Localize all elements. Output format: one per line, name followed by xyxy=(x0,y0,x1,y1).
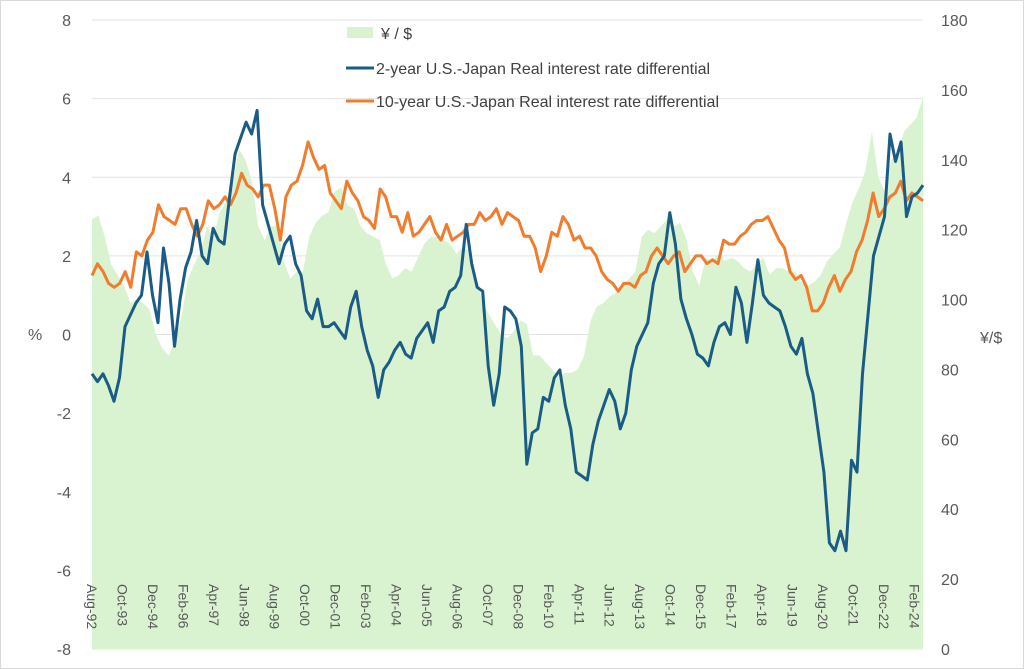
left-tick-label: -2 xyxy=(57,406,71,423)
x-tick-label: Feb-10 xyxy=(541,584,557,629)
legend-item-10-year: 10-year U.S.-Japan Real interest rate di… xyxy=(346,94,719,111)
x-tick-label: Dec-94 xyxy=(145,584,161,629)
x-tick-label: Jun-05 xyxy=(419,584,435,627)
right-axis-ticks: 180 160 140 120 100 80 60 40 20 0 xyxy=(941,13,968,659)
right-tick-label: 80 xyxy=(941,362,959,379)
x-tick-label: Oct-21 xyxy=(845,584,861,626)
x-tick-label: Dec-22 xyxy=(876,584,892,629)
right-tick-label: 120 xyxy=(941,223,968,240)
legend-label: ¥ / $ xyxy=(380,26,412,43)
x-tick-label: Aug-20 xyxy=(815,584,831,629)
x-axis-ticks: Aug-92 Oct-93 Dec-94 Feb-96 Apr-97 Jun-98 Aug-… xyxy=(84,584,922,629)
left-tick-label: 4 xyxy=(62,170,71,187)
x-tick-label: Jun-12 xyxy=(602,584,618,627)
x-tick-label: Dec-08 xyxy=(510,584,526,629)
line-series-10-year xyxy=(90,140,924,313)
legend-item-2-year: 2-year U.S.-Japan Real interest rate dif… xyxy=(346,61,710,78)
x-tick-label: Dec-01 xyxy=(328,584,344,629)
x-tick-label: Jun-98 xyxy=(236,584,252,627)
left-tick-label: 2 xyxy=(62,249,71,266)
right-tick-label: 160 xyxy=(941,83,968,100)
x-tick-label: Feb-96 xyxy=(175,584,191,629)
x-tick-label: Apr-11 xyxy=(571,584,587,625)
x-tick-label: Aug-13 xyxy=(632,584,648,629)
area-series-yen-dollar xyxy=(92,96,923,649)
legend-label: 10-year U.S.-Japan Real interest rate di… xyxy=(376,94,719,111)
left-axis-title: % xyxy=(28,327,42,344)
x-tick-label: Feb-17 xyxy=(724,584,740,629)
x-tick-label: Oct-14 xyxy=(663,584,679,626)
x-tick-label: Apr-04 xyxy=(389,584,405,626)
legend-label: 2-year U.S.-Japan Real interest rate dif… xyxy=(376,61,710,78)
left-tick-label: 6 xyxy=(62,92,71,109)
line-series-layer xyxy=(90,108,925,553)
x-tick-label: Apr-97 xyxy=(206,584,222,626)
left-tick-label: -6 xyxy=(57,563,71,580)
x-tick-label: Oct-07 xyxy=(480,584,496,626)
x-tick-label: Aug-92 xyxy=(84,584,100,629)
left-axis-ticks: 8 6 4 2 0 -2 -4 -6 -8 xyxy=(57,13,71,659)
x-tick-label: Aug-99 xyxy=(267,584,283,629)
x-tick-label: Aug-06 xyxy=(449,584,465,629)
x-tick-label: Feb-24 xyxy=(906,584,922,629)
left-tick-label: 0 xyxy=(62,328,71,345)
x-tick-label: Apr-18 xyxy=(754,584,770,626)
x-tick-label: Oct-00 xyxy=(297,584,313,626)
line-series-2-year xyxy=(90,108,925,553)
right-tick-label: 40 xyxy=(941,502,959,519)
right-axis-title: ¥/$ xyxy=(979,330,1002,347)
x-tick-label: Jun-19 xyxy=(784,584,800,627)
left-tick-label: 8 xyxy=(62,13,71,30)
right-tick-label: 100 xyxy=(941,293,968,310)
right-tick-label: 20 xyxy=(941,572,959,589)
legend-swatch-area xyxy=(347,27,373,38)
right-tick-label: 60 xyxy=(941,432,959,449)
x-tick-label: Oct-93 xyxy=(114,584,130,626)
legend: ¥ / $ 2-year U.S.-Japan Real interest ra… xyxy=(346,26,719,111)
right-tick-label: 140 xyxy=(941,153,968,170)
x-tick-label: Dec-15 xyxy=(693,584,709,629)
right-tick-label: 180 xyxy=(941,13,968,30)
area-series-layer xyxy=(92,96,923,649)
right-tick-label: 0 xyxy=(941,642,950,659)
x-tick-label: Feb-03 xyxy=(358,584,374,629)
left-tick-label: -4 xyxy=(57,485,71,502)
legend-item-yen-dollar: ¥ / $ xyxy=(347,26,412,43)
left-tick-label: -8 xyxy=(57,642,71,659)
